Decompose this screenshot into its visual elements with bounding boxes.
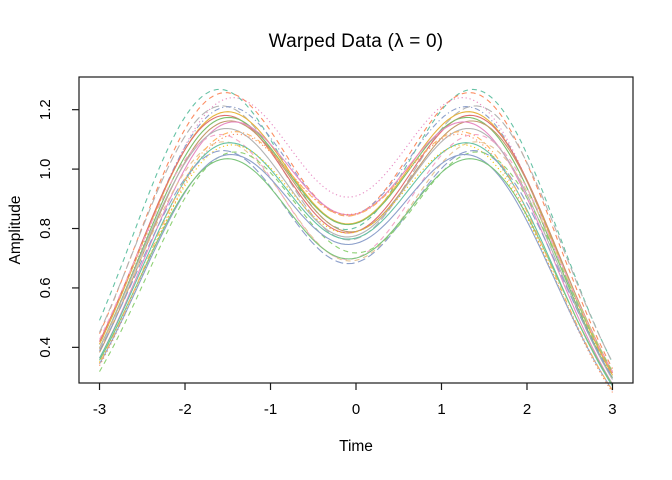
curve-09 <box>99 120 613 372</box>
curve-11 <box>99 127 613 380</box>
x-axis-title: Time <box>339 438 373 455</box>
curve-08 <box>99 116 613 379</box>
curve-07 <box>99 114 613 374</box>
curve-18 <box>99 151 613 372</box>
x-tick-label: -1 <box>264 401 277 418</box>
curve-16 <box>99 144 613 392</box>
y-tick-label: 0.6 <box>37 277 54 298</box>
curve-19 <box>99 153 613 391</box>
y-tick-label: 0.8 <box>37 218 54 239</box>
curve-04 <box>98 105 613 363</box>
chart-title: Warped Data (λ = 0) <box>268 31 444 52</box>
y-tick-label: 1.0 <box>37 159 54 180</box>
curve-21 <box>99 131 613 391</box>
x-tick-label: 1 <box>437 401 445 418</box>
x-tick-label: 2 <box>523 401 531 418</box>
curve-17 <box>99 150 613 379</box>
curve-05 <box>99 106 613 378</box>
y-tick-label: 0.4 <box>37 337 54 358</box>
x-tick-label: 0 <box>352 401 360 418</box>
curve-01 <box>98 88 613 363</box>
curve-12 <box>99 133 613 373</box>
curve-14 <box>99 141 613 372</box>
curve-20 <box>99 158 613 385</box>
plot-box <box>78 76 634 384</box>
x-tick-label: -3 <box>93 401 106 418</box>
x-tick-label: -2 <box>178 401 191 418</box>
y-tick-label: 1.2 <box>37 99 54 120</box>
x-tick-label: 3 <box>608 401 616 418</box>
